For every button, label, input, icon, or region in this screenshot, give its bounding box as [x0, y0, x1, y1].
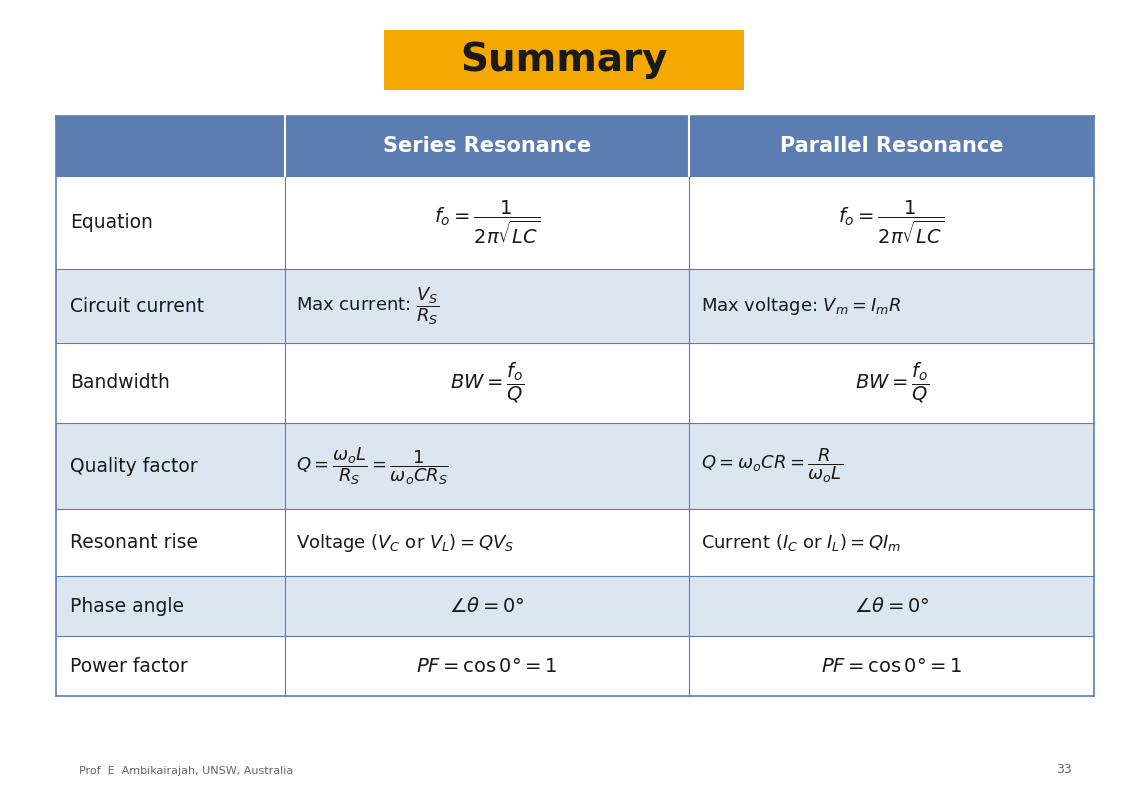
FancyBboxPatch shape	[56, 270, 1094, 342]
Text: $PF = \cos 0° = 1$: $PF = \cos 0° = 1$	[416, 657, 558, 675]
Text: $f_o = \dfrac{1}{2\pi\sqrt{LC}}$: $f_o = \dfrac{1}{2\pi\sqrt{LC}}$	[434, 199, 540, 246]
Text: $Q = \dfrac{\omega_o L}{R_S} = \dfrac{1}{\omega_o C R_S}$: $Q = \dfrac{\omega_o L}{R_S} = \dfrac{1}…	[296, 445, 449, 487]
FancyBboxPatch shape	[56, 576, 1094, 636]
Text: Current $(I_C$ or $I_L)= QI_m$: Current $(I_C$ or $I_L)= QI_m$	[700, 532, 901, 553]
Text: $\angle\theta = 0°$: $\angle\theta = 0°$	[854, 597, 929, 615]
FancyBboxPatch shape	[384, 30, 744, 90]
Text: $BW = \dfrac{f_o}{Q}$: $BW = \dfrac{f_o}{Q}$	[450, 361, 525, 405]
Text: Bandwidth: Bandwidth	[70, 373, 170, 392]
Text: Resonant rise: Resonant rise	[70, 533, 197, 552]
Text: $\angle\theta = 0°$: $\angle\theta = 0°$	[449, 597, 525, 615]
Text: $PF = \cos 0° = 1$: $PF = \cos 0° = 1$	[821, 657, 962, 675]
Text: Voltage $(V_C$ or $V_L)= QV_S$: Voltage $(V_C$ or $V_L)= QV_S$	[296, 532, 514, 554]
FancyBboxPatch shape	[56, 422, 1094, 510]
FancyBboxPatch shape	[56, 116, 1094, 176]
Text: Prof  E  Ambikairajah, UNSW, Australia: Prof E Ambikairajah, UNSW, Australia	[79, 766, 293, 776]
FancyBboxPatch shape	[56, 342, 1094, 422]
Text: Max current: $\dfrac{V_S}{R_S}$: Max current: $\dfrac{V_S}{R_S}$	[296, 285, 440, 327]
Text: $Q = \omega_o C R = \dfrac{R}{\omega_o L}$: $Q = \omega_o C R = \dfrac{R}{\omega_o L…	[700, 446, 843, 486]
Text: Quality factor: Quality factor	[70, 457, 197, 475]
Text: Equation: Equation	[70, 213, 152, 232]
Text: Phase angle: Phase angle	[70, 597, 184, 615]
FancyBboxPatch shape	[56, 510, 1094, 576]
FancyBboxPatch shape	[56, 636, 1094, 696]
Text: Circuit current: Circuit current	[70, 297, 204, 315]
Text: Summary: Summary	[460, 41, 668, 79]
Text: 33: 33	[1056, 763, 1072, 776]
Text: Parallel Resonance: Parallel Resonance	[781, 136, 1004, 156]
Text: Max voltage: $V_m = I_m R$: Max voltage: $V_m = I_m R$	[700, 295, 901, 317]
Text: Series Resonance: Series Resonance	[382, 136, 591, 156]
FancyBboxPatch shape	[56, 176, 1094, 270]
Text: Power factor: Power factor	[70, 657, 187, 675]
Text: $f_o = \dfrac{1}{2\pi\sqrt{LC}}$: $f_o = \dfrac{1}{2\pi\sqrt{LC}}$	[838, 199, 945, 246]
Text: $BW = \dfrac{f_o}{Q}$: $BW = \dfrac{f_o}{Q}$	[855, 361, 929, 405]
